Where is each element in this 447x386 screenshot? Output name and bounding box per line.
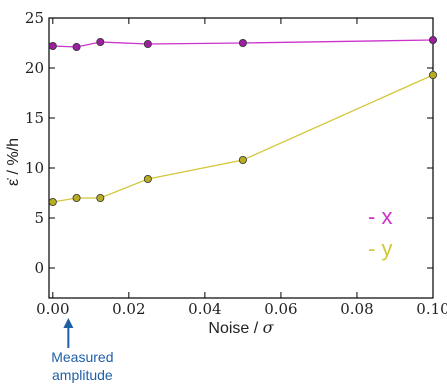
x-tick-label: 0.08 bbox=[340, 300, 373, 318]
axes-layer bbox=[48, 17, 434, 299]
series-y bbox=[48, 71, 437, 206]
data-point-x bbox=[72, 43, 81, 52]
plot-frame bbox=[48, 17, 434, 299]
data-point-x bbox=[428, 36, 437, 45]
data-point-y bbox=[72, 193, 81, 202]
legend-entry-x: - x bbox=[368, 204, 392, 229]
y-tick-label: 10 bbox=[25, 159, 44, 177]
x-tick-label: 0.06 bbox=[264, 300, 297, 318]
data-point-y bbox=[48, 197, 57, 206]
annotation-text-line1: Measured bbox=[51, 349, 113, 365]
x-axis-label: Noise / σ bbox=[208, 318, 274, 337]
x-axis-label-symbol: σ bbox=[263, 318, 275, 337]
x-tick-label: 0.10 bbox=[416, 300, 447, 318]
annotation: Measured amplitude bbox=[51, 318, 113, 383]
y-tick-label: 15 bbox=[25, 109, 44, 127]
y-tick-label: 5 bbox=[34, 209, 44, 227]
data-point-y bbox=[428, 71, 437, 80]
x-tick-label: 0.04 bbox=[188, 300, 221, 318]
data-point-y bbox=[143, 174, 152, 183]
y-tick-label: 20 bbox=[25, 59, 44, 77]
y-tick-label: 0 bbox=[34, 259, 44, 277]
y-tick-label: 25 bbox=[25, 9, 44, 27]
annotation-text-line2: amplitude bbox=[52, 367, 113, 383]
y-axis-label: ε̇ / %/h bbox=[5, 138, 22, 186]
x-tick-label: 0.00 bbox=[36, 300, 69, 318]
ticks-layer: 0.00 0.02 0.04 0.06 0.08 0.10 0 5 10 15 20 25 bbox=[25, 9, 447, 318]
data-point-x bbox=[48, 42, 57, 51]
data-point-x bbox=[96, 38, 105, 47]
series-line-y bbox=[52, 74, 434, 203]
x-tick-label: 0.02 bbox=[112, 300, 145, 318]
data-point-x bbox=[143, 40, 152, 49]
series-x bbox=[48, 36, 437, 52]
legend: - x - y bbox=[368, 204, 392, 261]
x-axis-label-main: Noise / bbox=[208, 320, 262, 337]
labels-layer: Noise / σ ε̇ / %/h bbox=[5, 138, 274, 337]
data-point-y bbox=[238, 155, 247, 164]
data-point-x bbox=[238, 39, 247, 48]
series-layer bbox=[48, 36, 437, 206]
arrow-up-icon bbox=[63, 318, 74, 328]
legend-entry-y: - y bbox=[368, 236, 392, 261]
data-point-y bbox=[96, 193, 105, 202]
